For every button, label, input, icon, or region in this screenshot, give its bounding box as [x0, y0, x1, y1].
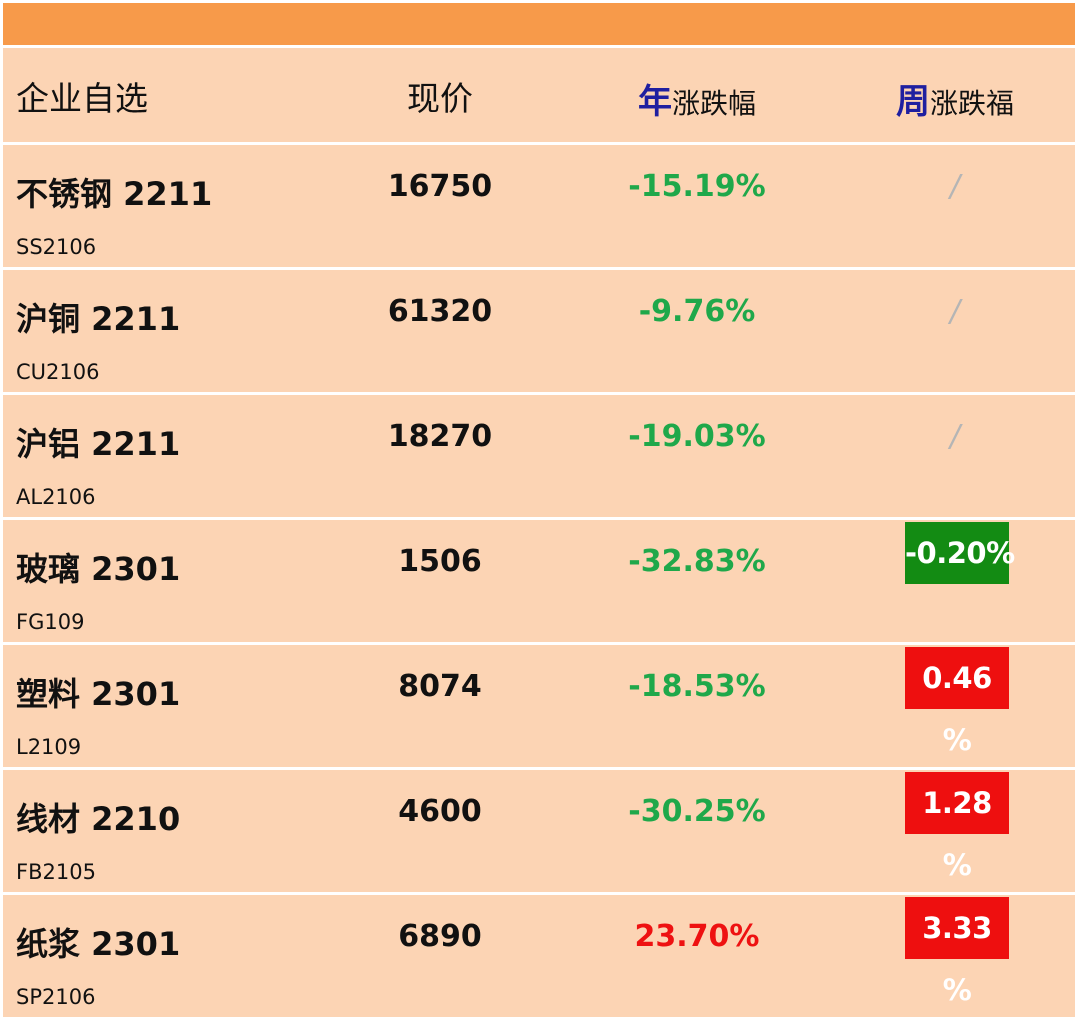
year-change-value: 23.70% — [634, 919, 760, 954]
table-row[interactable]: 线材 2210 FB2105 4600 -30.25% 1.28 % — [3, 770, 1075, 892]
week-change-badge: 3.33 % — [905, 897, 1009, 1007]
year-change-value: -15.19% — [628, 169, 766, 204]
contract-code: FB2105 — [16, 860, 96, 884]
current-price: 1506 — [398, 544, 482, 579]
week-change-badge: -0.20% — [905, 522, 1015, 584]
contract-name: 线材 2210 — [16, 800, 181, 838]
week-change-empty: / — [949, 419, 961, 454]
table-row[interactable]: 玻璃 2301 FG109 1506 -32.83% -0.20% — [3, 520, 1075, 642]
contract-name: 纸浆 2301 — [16, 925, 181, 963]
table-row[interactable]: 不锈钢 2211 SS2106 16750 -15.19% / — [3, 145, 1075, 267]
current-price: 4600 — [398, 794, 482, 829]
contract-name: 沪铜 2211 — [16, 300, 181, 338]
year-change-value: -9.76% — [638, 294, 756, 329]
year-change-value: -18.53% — [628, 669, 766, 704]
contract-code: L2109 — [16, 735, 82, 759]
contract-name: 玻璃 2301 — [16, 550, 181, 588]
contract-name: 沪铝 2211 — [16, 425, 181, 463]
table-row[interactable]: 沪铝 2211 AL2106 18270 -19.03% / — [3, 395, 1075, 517]
current-price: 16750 — [387, 169, 493, 204]
week-change-badge: 0.46 % — [905, 647, 1009, 757]
year-change-value: -30.25% — [628, 794, 766, 829]
column-header-week-change: 周涨跌福 — [896, 74, 1014, 123]
contract-code: FG109 — [16, 610, 85, 634]
table-header: 企业自选 现价 年涨跌幅 周涨跌福 — [3, 48, 1075, 142]
week-rest: 涨跌福 — [929, 87, 1015, 120]
week-change-empty: / — [949, 169, 961, 204]
contract-code: AL2106 — [16, 485, 96, 509]
table-row[interactable]: 沪铜 2211 CU2106 61320 -9.76% / — [3, 270, 1075, 392]
current-price: 6890 — [398, 919, 482, 954]
current-price: 18270 — [387, 419, 493, 454]
year-accent: 年 — [637, 82, 672, 122]
contract-name: 塑料 2301 — [16, 675, 181, 713]
table-row[interactable]: 塑料 2301 L2109 8074 -18.53% 0.46 % — [3, 645, 1075, 767]
current-price: 61320 — [387, 294, 493, 329]
contract-name: 不锈钢 2211 — [16, 175, 213, 213]
week-accent: 周 — [895, 82, 930, 122]
column-header-name: 企业自选 — [16, 79, 148, 118]
year-rest: 涨跌幅 — [671, 87, 757, 120]
contract-code: SP2106 — [16, 985, 96, 1009]
top-banner — [3, 3, 1075, 45]
contract-code: SS2106 — [16, 235, 97, 259]
column-header-price: 现价 — [407, 79, 473, 118]
contract-code: CU2106 — [16, 360, 100, 384]
year-change-value: -32.83% — [628, 544, 766, 579]
current-price: 8074 — [398, 669, 482, 704]
column-header-year-change: 年涨跌幅 — [638, 74, 756, 123]
year-change-value: -19.03% — [628, 419, 766, 454]
table-row[interactable]: 纸浆 2301 SP2106 6890 23.70% 3.33 % — [3, 895, 1075, 1017]
week-change-empty: / — [949, 294, 961, 329]
week-change-badge: 1.28 % — [905, 772, 1009, 882]
